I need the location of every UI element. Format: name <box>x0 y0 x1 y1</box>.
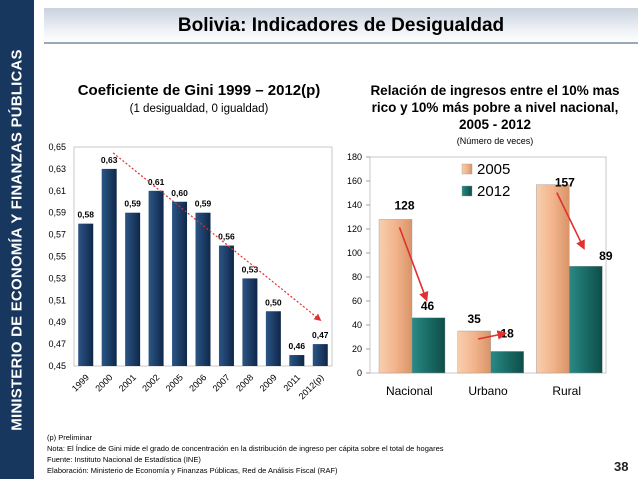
gini-bar <box>148 190 164 366</box>
ratio-value-label: 89 <box>599 249 613 263</box>
gini-value-label: 0,60 <box>171 188 188 198</box>
gini-chart-subtitle: (1 desigualdad, 0 igualdad) <box>129 103 269 115</box>
ratio-bar-2012 <box>411 317 446 374</box>
ratio-x-tick-label: Urbano <box>468 384 508 398</box>
gini-y-tick-label: 0,47 <box>48 339 66 349</box>
ratio-y-tick-label: 180 <box>347 152 362 162</box>
ratio-chart-subtitle: (Número de veces) <box>456 136 534 146</box>
gini-value-label: 0,63 <box>101 155 118 165</box>
ratio-legend-swatch <box>461 163 473 175</box>
ratio-chart-title: Relación de ingresos entre el 10% mas ri… <box>352 82 638 133</box>
ratio-y-tick-label: 40 <box>352 320 362 330</box>
gini-bar <box>78 223 94 366</box>
gini-bar <box>195 212 211 366</box>
gini-x-tick-label: 2012(p) <box>297 372 326 401</box>
footnote-line: Nota: El Índice de Gini mide el grado de… <box>47 444 444 453</box>
gini-bar <box>218 245 234 366</box>
gini-x-tick-label: 2008 <box>234 372 255 393</box>
ratio-value-label: 157 <box>555 176 575 190</box>
ratio-bar-2005 <box>536 184 570 374</box>
gini-value-label: 0,59 <box>195 199 212 209</box>
gini-x-tick-label: 2002 <box>140 372 161 393</box>
gini-value-label: 0,61 <box>148 177 165 187</box>
ratio-title-line: 2005 - 2012 <box>458 117 532 132</box>
ratio-change-arrow <box>398 227 429 302</box>
gini-y-tick-label: 0,63 <box>48 164 66 174</box>
gini-bar <box>172 201 188 366</box>
gini-trend-arrow <box>112 152 322 322</box>
footnote-line: (p) Preliminar <box>47 433 93 442</box>
gini-x-tick-label: 2006 <box>187 372 208 393</box>
title-divider <box>44 42 638 44</box>
ratio-bar-2012 <box>569 266 603 374</box>
ratio-y-tick-label: 100 <box>347 248 362 258</box>
ministry-sidebar: MINISTERIO DE ECONOMÍA Y FINANZAS PÚBLIC… <box>0 0 34 479</box>
page-title: Bolivia: Indicadores de Desigualdad <box>177 15 505 36</box>
gini-bar <box>289 355 305 366</box>
ratio-x-tick-label: Rural <box>552 384 581 398</box>
gini-value-label: 0,53 <box>242 264 259 274</box>
ratio-title-line: rico y 10% más pobre a nivel nacional, <box>371 100 619 115</box>
gini-x-tick-label: 2009 <box>258 372 279 393</box>
gini-y-tick-label: 0,55 <box>48 252 66 262</box>
gini-value-label: 0,59 <box>124 199 141 209</box>
ratio-value-label: 46 <box>421 299 435 313</box>
footnote-line: Fuente: Instituto Nacional de Estadístic… <box>47 455 201 464</box>
ratio-value-label: 128 <box>394 198 414 212</box>
gini-y-tick-label: 0,49 <box>48 317 66 327</box>
ratio-change-arrow <box>556 192 585 250</box>
gini-x-tick-label: 2007 <box>211 372 232 393</box>
gini-x-tick-label: 2011 <box>281 372 302 393</box>
title-banner <box>44 8 638 44</box>
gini-bar <box>125 212 141 366</box>
ratio-y-tick-label: 0 <box>357 368 362 378</box>
gini-bar <box>101 168 117 366</box>
gini-y-tick-label: 0,65 <box>48 142 66 152</box>
gini-value-label: 0,58 <box>77 210 94 220</box>
footnotes: (p) Preliminar Nota: El Índice de Gini m… <box>47 432 444 476</box>
ratio-y-tick-label: 120 <box>347 224 362 234</box>
gini-y-tick-label: 0,45 <box>48 361 66 371</box>
ratio-value-label: 35 <box>467 312 481 326</box>
page-number: 38 <box>614 459 629 474</box>
gini-bar <box>242 278 258 366</box>
ratio-y-tick-label: 80 <box>352 272 362 282</box>
gini-x-tick-label: 2000 <box>93 372 114 393</box>
gini-value-label: 0,56 <box>218 232 235 242</box>
gini-y-tick-label: 0,57 <box>48 230 66 240</box>
ratio-legend-swatch <box>461 185 473 197</box>
gini-y-tick-label: 0,53 <box>48 273 66 283</box>
ratio-bar-2005 <box>378 219 413 374</box>
ratio-y-tick-label: 20 <box>352 344 362 354</box>
ratio-bar-2012 <box>490 351 524 374</box>
footnote-line: Elaboración: Ministerio de Economía y Fi… <box>47 466 338 475</box>
ratio-legend-label: 2005 <box>477 161 510 178</box>
gini-value-label: 0,46 <box>289 341 306 351</box>
ratio-title-line: Relación de ingresos entre el 10% mas <box>370 83 620 98</box>
gini-chart-title: Coeficiente de Gini 1999 – 2012(p) <box>77 82 321 99</box>
ratio-change-arrow <box>478 330 508 340</box>
ratio-y-tick-label: 140 <box>347 200 362 210</box>
gini-value-label: 0,47 <box>312 330 329 340</box>
gini-y-tick-label: 0,59 <box>48 208 66 218</box>
gini-value-label: 0,50 <box>265 297 282 307</box>
gini-y-tick-label: 0,61 <box>48 186 66 196</box>
ratio-x-tick-label: Nacional <box>386 384 433 398</box>
ratio-y-tick-label: 160 <box>347 176 362 186</box>
ratio-legend-label: 2012 <box>477 183 510 200</box>
gini-bar <box>265 311 281 366</box>
gini-x-tick-label: 1999 <box>70 372 91 393</box>
ratio-y-tick-label: 60 <box>352 296 362 306</box>
gini-x-tick-label: 2001 <box>117 372 138 393</box>
gini-bar <box>312 344 328 366</box>
gini-y-tick-label: 0,51 <box>48 295 66 305</box>
gini-x-tick-label: 2005 <box>164 372 185 393</box>
